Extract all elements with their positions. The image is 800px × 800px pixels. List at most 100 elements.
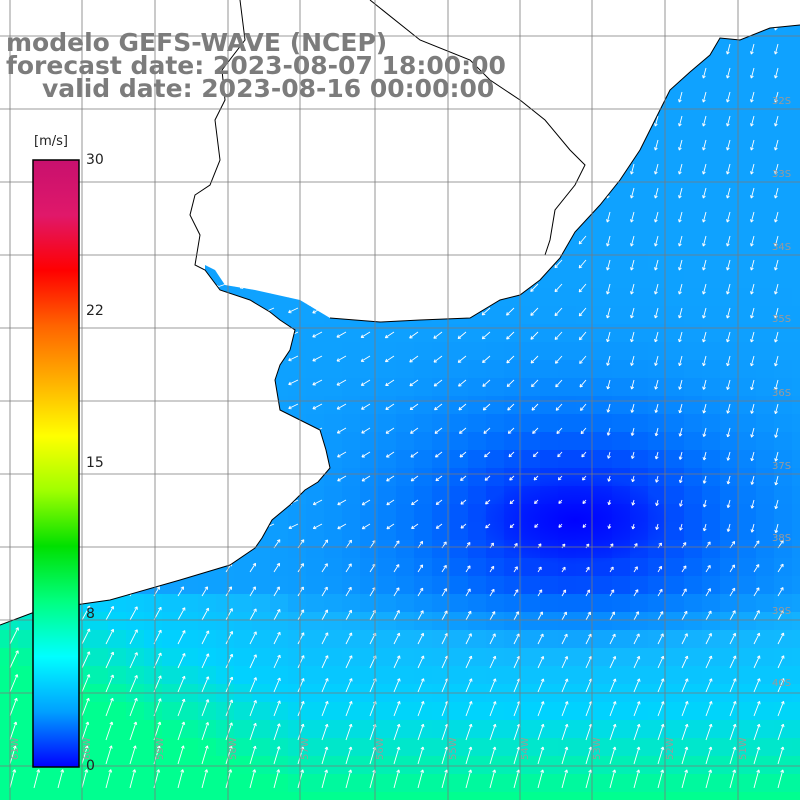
wind-arrow-head	[23, 212, 27, 215]
wind-arrow-head	[540, 633, 544, 636]
field-cell	[558, 594, 577, 613]
wind-arrow	[95, 523, 107, 527]
wind-arrow	[606, 43, 611, 55]
field-cell	[90, 648, 109, 667]
wind-arrow-head	[732, 610, 736, 613]
wind-arrow-head	[409, 47, 412, 51]
wind-arrow	[433, 25, 443, 27]
wind-arrow-head	[679, 386, 682, 390]
field-cell	[396, 144, 415, 163]
field-cell	[540, 90, 559, 109]
field-cell	[504, 792, 523, 800]
wind-arrow	[361, 379, 371, 386]
wind-arrow	[774, 283, 779, 295]
field-cell	[252, 450, 271, 469]
wind-arrow	[177, 586, 184, 597]
wind-arrow-head	[420, 701, 424, 704]
field-cell	[126, 792, 145, 800]
field-cell	[306, 378, 325, 397]
field-cell	[378, 648, 397, 667]
wind-arrow	[578, 283, 587, 293]
wind-arrow-head	[191, 428, 195, 432]
field-cell	[360, 108, 379, 127]
wind-arrow-head	[562, 566, 566, 569]
field-cell	[288, 756, 307, 775]
field-cell	[216, 288, 235, 307]
wind-arrow-head	[216, 431, 220, 433]
field-cell	[252, 414, 271, 433]
wind-arrow-head	[215, 332, 219, 336]
field-cell	[648, 702, 667, 721]
wind-arrow	[119, 379, 131, 383]
wind-arrow	[105, 562, 113, 573]
field-cell	[630, 306, 649, 325]
wind-arrow	[337, 523, 347, 530]
field-cell	[252, 558, 271, 577]
wind-arrow-head	[288, 429, 291, 433]
field-cell	[666, 558, 685, 577]
wind-arrow	[606, 115, 611, 127]
field-cell	[90, 0, 109, 19]
field-cell	[648, 594, 667, 613]
wind-arrow-head	[215, 524, 219, 528]
field-cell	[234, 216, 253, 235]
field-cell	[684, 414, 703, 433]
field-cell	[288, 468, 307, 487]
field-cell	[324, 630, 343, 649]
wind-arrow-head	[167, 500, 171, 504]
wind-arrow-head	[239, 429, 243, 433]
field-cell	[90, 126, 109, 145]
field-cell	[630, 234, 649, 253]
field-cell	[594, 25, 613, 37]
wind-arrow	[105, 651, 114, 669]
wind-arrow	[681, 678, 689, 693]
field-cell	[270, 666, 289, 685]
field-cell	[540, 25, 559, 37]
wind-arrow	[95, 235, 107, 239]
wind-arrow	[729, 655, 737, 669]
wind-arrow-head	[554, 242, 558, 245]
field-cell	[252, 504, 271, 523]
wind-arrow	[633, 589, 639, 597]
wind-arrow	[264, 115, 275, 121]
field-cell	[666, 738, 685, 757]
wind-arrow-head	[433, 287, 436, 291]
field-cell	[144, 540, 163, 559]
wind-arrow-head	[774, 243, 778, 247]
field-cell	[108, 450, 127, 469]
field-cell	[576, 306, 595, 325]
wind-arrow-head	[396, 610, 400, 613]
field-cell	[540, 720, 559, 739]
field-cell	[486, 342, 505, 361]
field-cell	[756, 54, 775, 73]
field-cell	[738, 126, 757, 145]
field-cell	[144, 216, 163, 235]
field-cell	[486, 630, 505, 649]
wind-arrow-head	[143, 164, 147, 167]
wind-arrow	[297, 655, 305, 669]
wind-arrow-head	[554, 72, 556, 76]
wind-arrow-head	[215, 260, 219, 264]
field-cell	[108, 396, 127, 415]
field-cell	[684, 72, 703, 91]
wind-arrow	[81, 586, 88, 597]
wind-arrow	[750, 43, 755, 55]
field-cell	[180, 342, 199, 361]
field-cell	[342, 414, 361, 433]
field-cell	[594, 288, 613, 307]
wind-arrow-head	[703, 504, 707, 508]
field-cell	[108, 558, 127, 577]
field-cell	[126, 450, 145, 469]
wind-arrow-head	[23, 402, 27, 406]
wind-arrow-head	[606, 147, 608, 151]
wind-arrow-head	[215, 500, 219, 504]
wind-arrow-head	[133, 538, 137, 542]
field-cell	[774, 594, 793, 613]
wind-arrow-head	[216, 479, 220, 481]
wind-arrow-head	[167, 236, 171, 240]
field-cell	[648, 270, 667, 289]
field-cell	[792, 612, 800, 631]
wind-arrow-head	[288, 333, 291, 337]
field-cell	[468, 486, 487, 505]
field-cell	[702, 558, 721, 577]
